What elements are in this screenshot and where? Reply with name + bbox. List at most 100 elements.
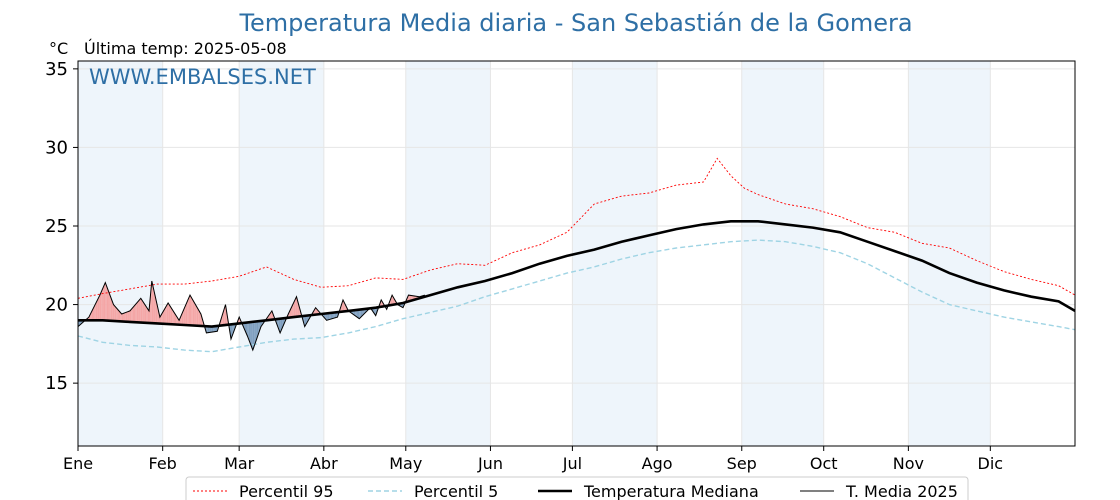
above-median-fill: [154, 293, 156, 324]
above-median-fill: [120, 312, 122, 322]
below-median-fill: [247, 322, 249, 340]
above-median-fill: [127, 311, 129, 322]
month-shade-mar: [239, 61, 324, 446]
below-median-fill: [359, 309, 361, 319]
above-median-fill: [187, 298, 189, 326]
below-median-fill: [248, 322, 251, 344]
above-median-fill: [189, 295, 192, 326]
below-median-fill: [326, 313, 328, 321]
x-tick-label: Ene: [63, 454, 93, 473]
x-tick-label: Ago: [642, 454, 673, 473]
above-median-fill: [169, 305, 171, 325]
below-median-fill: [250, 322, 252, 347]
x-tick-label: Nov: [893, 454, 924, 473]
x-tick-label: Abr: [310, 454, 338, 473]
above-median-fill: [116, 307, 118, 322]
x-tick-label: Oct: [810, 454, 838, 473]
below-median-fill: [373, 307, 375, 314]
legend: Percentil 95 Percentil 5 Temperatura Media…: [185, 476, 969, 500]
above-median-fill: [118, 310, 121, 322]
plot-frame: [77, 60, 1076, 447]
above-median-fill: [136, 301, 139, 323]
below-median-fill: [360, 309, 363, 318]
above-median-fill: [109, 293, 111, 321]
series-line-p5: [77, 239, 1076, 353]
watermark: WWW.EMBALSES.NET: [89, 65, 316, 89]
above-median-fill: [110, 297, 113, 321]
y-tick-label: 15: [45, 373, 68, 394]
above-median-fill: [381, 299, 383, 307]
above-median-fill: [138, 299, 140, 323]
month-shade-ene: [78, 61, 163, 446]
above-median-fill: [124, 312, 126, 322]
above-median-fill: [224, 304, 226, 326]
above-median-fill: [103, 282, 106, 321]
above-median-fill: [135, 303, 137, 323]
below-median-fill: [356, 309, 358, 318]
above-median-fill: [162, 310, 165, 324]
above-median-fill: [191, 297, 193, 326]
below-median-fill: [329, 312, 331, 320]
above-median-fill: [166, 303, 169, 325]
below-median-fill: [206, 326, 208, 333]
above-median-fill: [93, 306, 95, 321]
y-tick-label: 25: [45, 216, 68, 237]
above-median-fill: [106, 286, 109, 321]
above-median-fill: [121, 313, 124, 322]
above-median-fill: [173, 311, 175, 325]
above-median-fill: [293, 299, 296, 318]
below-median-fill: [210, 326, 212, 333]
x-tick-label: Sep: [727, 454, 757, 473]
below-median-fill: [330, 312, 333, 320]
above-median-fill: [188, 295, 190, 326]
month-shade-may: [405, 61, 491, 446]
x-tick-label: Jun: [477, 454, 503, 473]
month-shading: [78, 61, 991, 446]
above-median-fill: [101, 288, 103, 321]
above-median-fill: [102, 285, 104, 321]
above-median-fill: [146, 306, 148, 323]
month-shade-sep: [741, 61, 824, 446]
below-median-fill: [357, 309, 360, 319]
above-median-fill: [198, 309, 200, 326]
above-median-fill: [132, 306, 134, 323]
chart-title: Temperatura Media diaria - San Sebastián…: [238, 9, 912, 37]
above-median-fill: [390, 295, 393, 306]
above-median-fill: [153, 287, 155, 324]
above-median-fill: [314, 307, 316, 315]
above-median-fill: [165, 305, 167, 324]
above-median-fill: [98, 295, 100, 321]
above-median-fill: [140, 298, 143, 323]
below-median-fill: [277, 318, 279, 330]
legend-label-p95: Percentil 95: [239, 482, 334, 500]
above-median-fill: [112, 300, 114, 321]
x-tick-label: Mar: [224, 454, 255, 473]
above-median-fill: [184, 304, 186, 326]
above-median-fill: [147, 308, 150, 323]
y-axis-ticks: 15 20 25 30 35: [45, 59, 78, 394]
above-median-fill: [108, 289, 110, 321]
above-median-fill: [295, 296, 297, 317]
series-line-current: [77, 280, 426, 352]
above-median-fill: [133, 304, 136, 323]
unit-label: °C: [49, 39, 68, 58]
above-median-fill: [199, 311, 201, 326]
x-axis-ticks: Ene Feb Mar Abr May Jun Jul Ago Sep Oct Nov Dic: [63, 446, 1003, 473]
x-tick-label: Feb: [149, 454, 177, 473]
legend-label-current: T. Media 2025: [845, 482, 958, 500]
above-median-fill: [161, 312, 163, 324]
below-median-fill: [333, 312, 335, 319]
above-median-fill: [151, 281, 154, 324]
below-median-fill: [355, 309, 357, 317]
x-tick-label: Dic: [978, 454, 1004, 473]
below-median-fill: [255, 321, 257, 343]
above-median-fill: [194, 302, 196, 326]
series-lines: [77, 157, 1076, 353]
above-median-fill: [174, 313, 177, 325]
legend-box: [185, 476, 969, 500]
above-median-fill: [164, 307, 166, 324]
x-tick-label: Jul: [562, 454, 582, 473]
grid-lines: [77, 61, 1075, 446]
above-median-fill: [95, 300, 98, 321]
last-temp-label: Última temp: 2025-05-08: [84, 39, 287, 58]
